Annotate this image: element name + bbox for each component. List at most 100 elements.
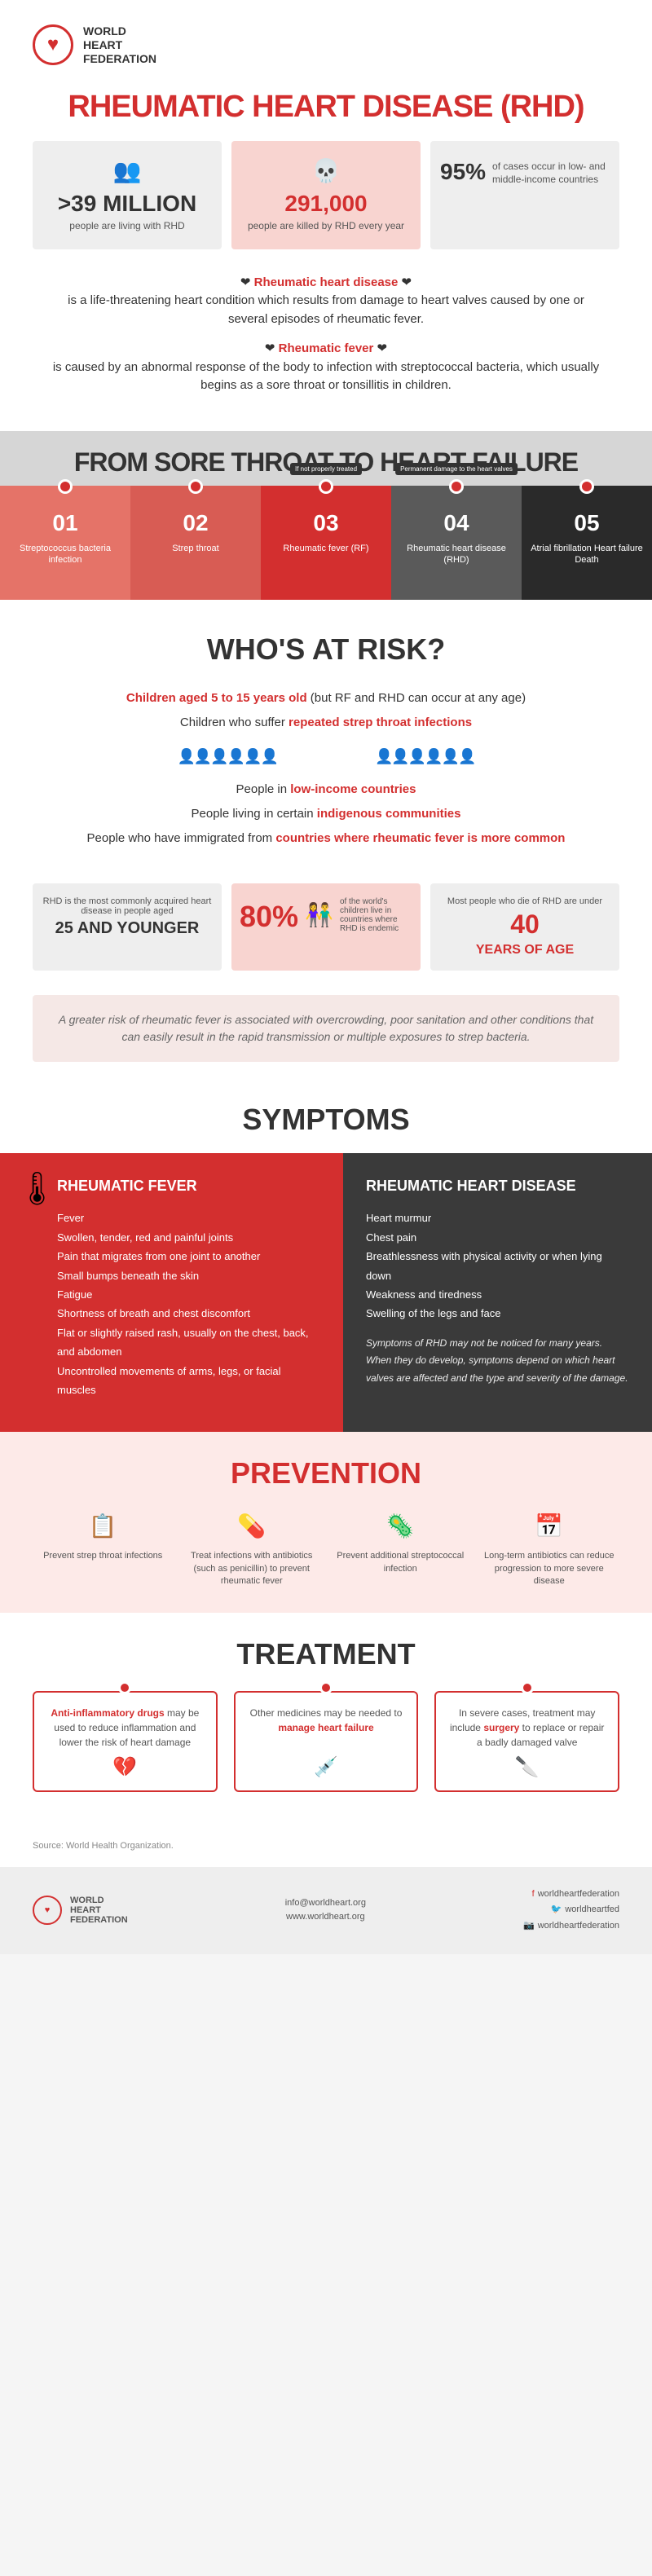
risk-text: (but RF and RHD can occur at any age) <box>307 691 526 705</box>
thermometer-icon: 🌡 <box>16 1169 58 1208</box>
step-label: Rheumatic heart disease (RHD) <box>399 543 513 566</box>
risk-em: countries where rheumatic fever is more … <box>275 831 565 845</box>
treatment-icon: 💉 <box>314 1753 338 1782</box>
social-link: fworldheartfederation <box>523 1887 619 1903</box>
heart-icon: ❤ <box>240 275 251 289</box>
logo-text: WORLD HEART FEDERATION <box>83 24 156 65</box>
prevention-text: Long-term antibiotics can reduce progres… <box>479 1550 620 1587</box>
treatment-box: In severe cases, treatment may include s… <box>434 1691 619 1792</box>
prevention-section: PREVENTION 📋 Prevent strep throat infecti… <box>0 1432 652 1612</box>
risk-stat-big: 40 <box>438 909 611 940</box>
infographic-page: ♥ WORLD HEART FEDERATION RHEUMATIC HEART… <box>0 0 652 1954</box>
section-title: PREVENTION <box>33 1456 619 1491</box>
logo-icon: ♥ <box>33 1896 62 1925</box>
prevention-text: Prevent strep throat infections <box>33 1550 174 1562</box>
prevention-item: 💊Treat infections with antibiotics (such… <box>182 1510 323 1587</box>
footer-email: info@worldheart.org <box>285 1896 366 1911</box>
skull-icon: 💀 <box>241 157 411 184</box>
section-title: SYMPTOMS <box>0 1103 652 1137</box>
symptom-item: Pain that migrates from one joint to ano… <box>57 1247 320 1266</box>
page-title: RHEUMATIC HEART DISEASE (RHD) <box>0 73 652 141</box>
timeline-step: 02 Strep throat <box>130 486 261 600</box>
risk-em: indigenous communities <box>317 807 461 821</box>
section-title: TREATMENT <box>33 1637 619 1671</box>
stat-desc: people are killed by RHD every year <box>241 220 411 233</box>
stat-desc: people are living with RHD <box>42 220 212 233</box>
people-crowd-icon: 👤👤👤👤👤👤 👤👤👤👤👤👤 <box>33 742 619 771</box>
symptoms-rhd-column: RHEUMATIC HEART DISEASE Heart murmurChes… <box>343 1153 652 1432</box>
prevention-icon: 📅 <box>479 1510 620 1542</box>
column-title: RHEUMATIC HEART DISEASE <box>366 1173 629 1199</box>
step-label: Strep throat <box>139 543 253 554</box>
intro-body: is caused by an abnormal response of the… <box>53 360 599 393</box>
treatment-row: Anti-inflammatory drugs may be used to r… <box>33 1691 619 1792</box>
risk-stat-big: 25 AND YOUNGER <box>41 919 214 938</box>
footer: ♥ WORLD HEART FEDERATION info@worldheart… <box>0 1867 652 1954</box>
heart-icon: ❤ <box>402 275 412 289</box>
step-number: 04 <box>399 510 513 536</box>
source-text: Source: World Health Organization. <box>0 1825 652 1867</box>
section-title: WHO'S AT RISK? <box>33 632 619 667</box>
treatment-section: TREATMENT Anti-inflammatory drugs may be… <box>0 1613 652 1825</box>
step-number: 01 <box>8 510 122 536</box>
risk-stat-box: RHD is the most commonly acquired heart … <box>33 883 222 971</box>
header: ♥ WORLD HEART FEDERATION <box>0 0 652 73</box>
step-label: Streptococcus bacteria infection <box>8 543 122 566</box>
logo-icon: ♥ <box>33 24 73 65</box>
risk-stat-big: YEARS OF AGE <box>438 943 611 958</box>
symptom-item: Shortness of breath and chest discomfort <box>57 1304 320 1323</box>
heart-icon: ❤ <box>377 341 388 355</box>
symptom-item: Breathlessness with physical activity or… <box>366 1247 629 1285</box>
who-at-risk-section: WHO'S AT RISK? Children aged 5 to 15 yea… <box>0 600 652 867</box>
risk-list: Children aged 5 to 15 years old (but RF … <box>33 686 619 851</box>
symptom-item: Uncontrolled movements of arms, legs, or… <box>57 1362 320 1400</box>
timeline-step: 05Atrial fibrillation Heart failure Deat… <box>522 486 652 600</box>
risk-note: A greater risk of rheumatic fever is ass… <box>33 995 619 1062</box>
intro-text: ❤ Rheumatic heart disease ❤is a life-thr… <box>0 266 652 431</box>
step-label: Atrial fibrillation Heart failure Death <box>530 543 644 566</box>
timeline-step: If not properly treated03Rheumatic fever… <box>261 486 391 600</box>
symptom-item: Chest pain <box>366 1228 629 1247</box>
prevention-item: 🦠Prevent additional streptococcal infect… <box>330 1510 471 1587</box>
risk-stat-box: Most people who die of RHD are under 40 … <box>430 883 619 971</box>
risk-stats-row: RHD is the most commonly acquired heart … <box>0 867 652 987</box>
social-link: 🐦worldheartfed <box>523 1902 619 1918</box>
prevention-text: Treat infections with antibiotics (such … <box>182 1550 323 1587</box>
prevention-icon: 🦠 <box>330 1510 471 1542</box>
intro-highlight: Rheumatic fever <box>279 341 374 355</box>
footer-contact: info@worldheart.org www.worldheart.org <box>285 1896 366 1925</box>
symptom-item: Fever <box>57 1209 320 1227</box>
logo-text: WORLD HEART FEDERATION <box>70 1896 128 1925</box>
risk-text: People in <box>236 782 291 796</box>
social-link: 📷worldheartfederation <box>523 1918 619 1935</box>
timeline: 01 Streptococcus bacteria infection 02 Stre… <box>0 486 652 600</box>
social-icon: f <box>532 1889 535 1899</box>
risk-em: repeated strep throat infections <box>289 716 472 729</box>
stat-box: 95% of cases occur in low- and middle-in… <box>430 141 619 249</box>
step-label: Rheumatic fever (RF) <box>269 543 383 554</box>
risk-text: People living in certain <box>192 807 317 821</box>
step-number: 03 <box>269 510 383 536</box>
stat-desc: of cases occur in low- and middle-income… <box>492 161 610 186</box>
risk-stat-desc: Most people who die of RHD are under <box>447 896 602 906</box>
symptoms-note: Symptoms of RHD may not be noticed for m… <box>366 1335 629 1388</box>
stat-number: 95% <box>440 159 486 185</box>
prevention-icon: 📋 <box>33 1510 174 1542</box>
risk-stat-big: 80% <box>240 900 298 934</box>
timeline-note: If not properly treated <box>290 463 362 475</box>
prevention-row: 📋 Prevent strep throat infections 💊Treat i… <box>33 1510 619 1587</box>
symptom-item: Small bumps beneath the skin <box>57 1266 320 1285</box>
stat-box: 💀 291,000 people are killed by RHD every… <box>231 141 421 249</box>
symptom-item: Swollen, tender, red and painful joints <box>57 1228 320 1247</box>
symptom-item: Swelling of the legs and face <box>366 1304 629 1323</box>
stat-box: 👥 >39 MILLION people are living with RHD <box>33 141 222 249</box>
prevention-item: 📅 Long-term antibiotics can reduce progre… <box>479 1510 620 1587</box>
risk-stat-desc: of the world's children live in countrie… <box>340 897 412 933</box>
intro-highlight: Rheumatic heart disease <box>254 275 399 289</box>
footer-logo: ♥ WORLD HEART FEDERATION <box>33 1896 128 1925</box>
prevention-item: 📋 Prevent strep throat infections <box>33 1510 174 1587</box>
stats-row: 👥 >39 MILLION people are living with RHD… <box>0 141 652 266</box>
social-icon: 🐦 <box>551 1904 562 1914</box>
timeline-header: FROM SORE THROAT TO HEART FAILURE <box>0 431 652 486</box>
step-number: 02 <box>139 510 253 536</box>
